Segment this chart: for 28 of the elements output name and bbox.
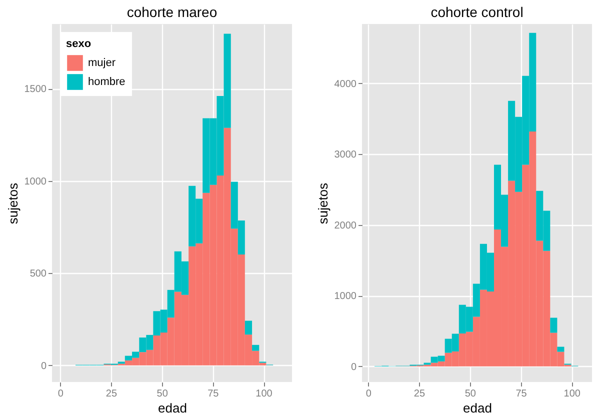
x-tick-label: 25: [414, 388, 426, 400]
legend-label: mujer: [88, 57, 116, 69]
x-tick-label: 0: [366, 388, 372, 400]
x-tick-label: 100: [564, 388, 581, 400]
x-axis-title: edad: [463, 400, 492, 414]
chart-title: cohorte mareo: [126, 4, 218, 20]
y-tick-label: 0: [40, 360, 47, 372]
x-tick-label: 75: [516, 388, 528, 400]
legend-label: hombre: [88, 76, 126, 88]
chart-title: cohorte control: [430, 4, 524, 20]
x-tick-label: 0: [58, 388, 64, 400]
y-tick-label: 0: [350, 362, 357, 373]
x-tick-label: 50: [464, 388, 476, 400]
y-tick-label: 4000: [334, 78, 357, 90]
y-tick-label: 2000: [334, 220, 357, 232]
y-tick-label: 500: [30, 268, 47, 280]
x-tick-label: 75: [208, 388, 220, 400]
y-axis-title: sujetos: [5, 182, 20, 224]
y-tick-label: 1500: [24, 84, 47, 96]
y-tick-label: 1000: [334, 291, 357, 302]
x-tick-label: 25: [106, 388, 118, 400]
x-tick-label: 50: [156, 388, 168, 400]
legend-title: sexo: [66, 38, 92, 50]
x-tick-label: 100: [256, 388, 273, 400]
y-axis-title: sujetos: [315, 182, 330, 224]
y-tick-label: 1000: [24, 176, 47, 188]
x-axis-title: edad: [158, 400, 187, 414]
y-tick-label: 3000: [334, 150, 357, 161]
